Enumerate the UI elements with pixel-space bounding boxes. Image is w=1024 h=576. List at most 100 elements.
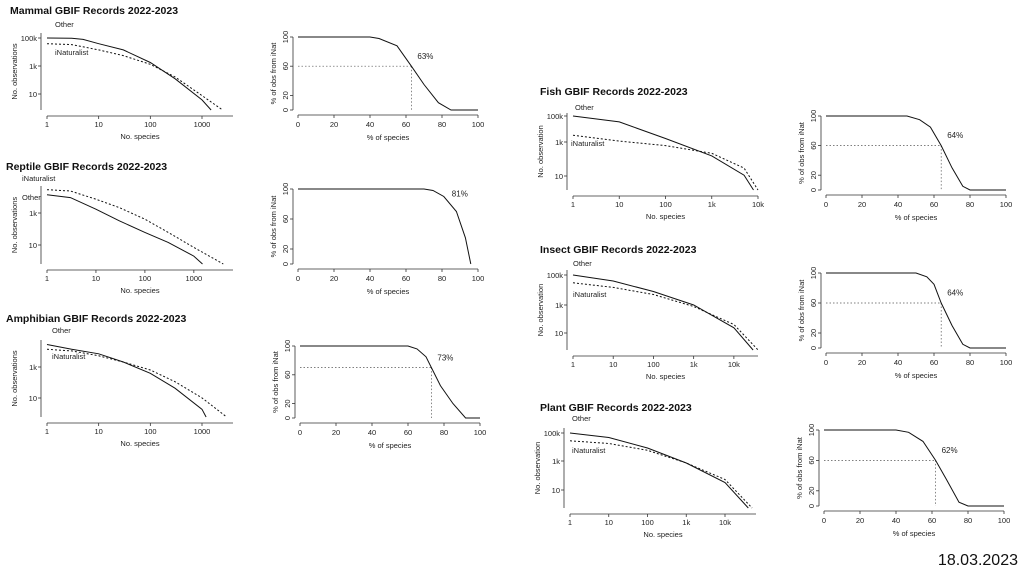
chart-2-ytick-label: 1k [29, 363, 37, 372]
pct-chart-0-ytick-label: 60 [281, 62, 290, 70]
pct-chart-2-ylabel: % of obs from iNat [271, 350, 280, 413]
pct-chart-4-ylabel: % of obs from iNat [797, 279, 806, 342]
pct-chart-0-curve [298, 36, 478, 111]
pct-chart-0-xtick-label: 80 [438, 120, 446, 129]
chart-1-xtick-label: 1000 [185, 274, 202, 283]
chart-4-ytick-label: 10 [555, 329, 563, 338]
pct-chart-1-xtick-label: 20 [330, 274, 338, 283]
chart-0-ylabel: No. observations [10, 43, 19, 100]
pct-chart-5-xtick-label: 80 [964, 516, 972, 525]
chart-1-ytick-label: 1k [29, 209, 37, 218]
chart-3-xtick-label: 1k [708, 200, 716, 209]
pct-chart-3-ylabel: % of obs from iNat [797, 121, 806, 184]
pct-chart-3-ytick-label: 20 [809, 171, 818, 179]
pct-chart-4-xtick-label: 0 [824, 358, 828, 367]
pct-chart-1-annotation: 81% [452, 190, 468, 199]
chart-2-xlabel: No. species [120, 439, 159, 448]
pct-chart-1-curve [298, 188, 472, 265]
chart-0-series-other [46, 37, 212, 111]
pct-chart-0-xtick-label: 0 [296, 120, 300, 129]
chart-1-ytick-label: 10 [29, 241, 37, 250]
pct-chart-4-xlabel: % of species [895, 371, 938, 380]
pct-chart-3-xtick-label: 40 [894, 200, 902, 209]
chart-5-legend-inaturalist: iNaturalist [572, 446, 606, 455]
pct-chart-0-xtick-label: 40 [366, 120, 374, 129]
chart-5-series-other [569, 432, 749, 509]
chart-1-xtick-label: 1 [45, 274, 49, 283]
pct-chart-3-xtick-label: 60 [930, 200, 938, 209]
pct-chart-2-annotation: 73% [437, 353, 453, 362]
pct-chart-0-xtick-label: 60 [402, 120, 410, 129]
pct-chart-0-ylabel: % of obs from iNat [269, 42, 278, 105]
chart-4-legend-other: Other [573, 259, 592, 268]
date-label: 18.03.2023 [937, 552, 1018, 569]
pct-chart-5-curve [824, 429, 1004, 507]
pct-chart-3-xtick-label: 0 [824, 200, 828, 209]
chart-0-title: Mammal GBIF Records 2022-2023 [10, 5, 178, 17]
chart-3-xtick-label: 1 [571, 200, 575, 209]
pct-chart-1-ytick-label: 0 [281, 262, 290, 266]
chart-4-xtick-label: 10k [728, 360, 740, 369]
pct-chart-5-ytick-label: 0 [807, 504, 816, 508]
pct-chart-1-xtick-label: 60 [402, 274, 410, 283]
chart-3-legend-inaturalist: iNaturalist [571, 139, 605, 148]
chart-5-xtick-label: 10k [719, 518, 731, 527]
chart-4-title: Insect GBIF Records 2022-2023 [540, 244, 697, 256]
pct-chart-1-xtick-label: 40 [366, 274, 374, 283]
pct-chart-0-ytick-label: 20 [281, 91, 290, 99]
chart-1-legend-other: Other [22, 193, 41, 202]
pct-chart-4-ytick-label: 20 [809, 329, 818, 337]
pct-chart-1-xlabel: % of species [367, 287, 410, 296]
chart-2-xtick-label: 1 [45, 427, 49, 436]
chart-2-ytick-label: 10 [29, 394, 37, 403]
pct-chart-0-xlabel: % of species [367, 133, 410, 142]
pct-chart-4-ytick-label: 100 [809, 267, 818, 280]
pct-chart-1-ylabel: % of obs from iNat [269, 195, 278, 258]
chart-0-ytick-label: 1k [29, 62, 37, 71]
chart-4-xtick-label: 1 [571, 360, 575, 369]
pct-chart-2-xtick-label: 0 [298, 428, 302, 437]
chart-1-xtick-label: 100 [139, 274, 152, 283]
chart-4-xtick-label: 10 [609, 360, 617, 369]
chart-1-xlabel: No. species [120, 286, 159, 295]
pct-chart-0-xtick-label: 20 [330, 120, 338, 129]
pct-chart-0-annotation: 63% [417, 52, 433, 61]
pct-chart-4-xtick-label: 20 [858, 358, 866, 367]
pct-chart-2-xtick-label: 60 [404, 428, 412, 437]
chart-3-ylabel: No. observation [536, 125, 545, 178]
chart-2-ylabel: No. observations [10, 350, 19, 407]
chart-0-xtick-label: 1 [45, 120, 49, 129]
chart-4-legend-inaturalist: iNaturalist [573, 290, 607, 299]
pct-chart-5-xtick-label: 60 [928, 516, 936, 525]
chart-3-xtick-label: 10 [615, 200, 623, 209]
pct-chart-4-annotation: 64% [947, 289, 963, 298]
pct-chart-2-ytick-label: 100 [283, 340, 292, 353]
pct-chart-3-curve [826, 115, 1006, 191]
chart-3-xtick-label: 10k [752, 200, 764, 209]
chart-0-legend-other: Other [55, 20, 74, 29]
chart-3-series-other [572, 115, 754, 191]
chart-5-ytick-label: 1k [552, 457, 560, 466]
chart-1-series-inaturalist [46, 189, 224, 265]
chart-5-ylabel: No. observation [533, 442, 542, 495]
pct-chart-2-xtick-label: 20 [332, 428, 340, 437]
pct-chart-4-ytick-label: 60 [809, 299, 818, 307]
chart-1-title: Reptile GBIF Records 2022-2023 [6, 161, 167, 173]
chart-5-title: Plant GBIF Records 2022-2023 [540, 402, 692, 414]
pct-chart-3-xtick-label: 100 [1000, 200, 1013, 209]
chart-0-xlabel: No. species [120, 132, 159, 141]
pct-chart-1-xtick-label: 80 [438, 274, 446, 283]
chart-5-ytick-label: 100k [544, 429, 561, 438]
pct-chart-4-xtick-label: 100 [1000, 358, 1013, 367]
chart-5-xtick-label: 1k [682, 518, 690, 527]
pct-chart-0-ytick-label: 100 [281, 31, 290, 44]
pct-chart-4-xtick-label: 40 [894, 358, 902, 367]
pct-chart-3-ytick-label: 60 [809, 141, 818, 149]
pct-chart-1-ytick-label: 60 [281, 215, 290, 223]
pct-chart-5-annotation: 62% [942, 446, 958, 455]
pct-chart-2-ytick-label: 20 [283, 399, 292, 407]
pct-chart-5-xtick-label: 40 [892, 516, 900, 525]
pct-chart-3-ytick-label: 0 [809, 188, 818, 192]
chart-1-legend-inaturalist: iNaturalist [22, 174, 56, 183]
